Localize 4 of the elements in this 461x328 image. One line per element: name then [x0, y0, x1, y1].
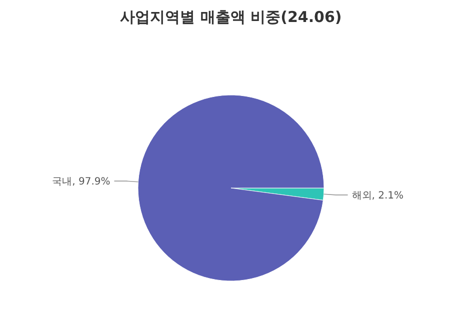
pie-slice: [138, 94, 324, 282]
slice-label: 해외, 2.1%: [352, 190, 404, 202]
slice-label: 국내, 97.9%: [52, 176, 110, 188]
chart-title: 사업지역별 매출액 비중(24.06): [120, 8, 342, 26]
